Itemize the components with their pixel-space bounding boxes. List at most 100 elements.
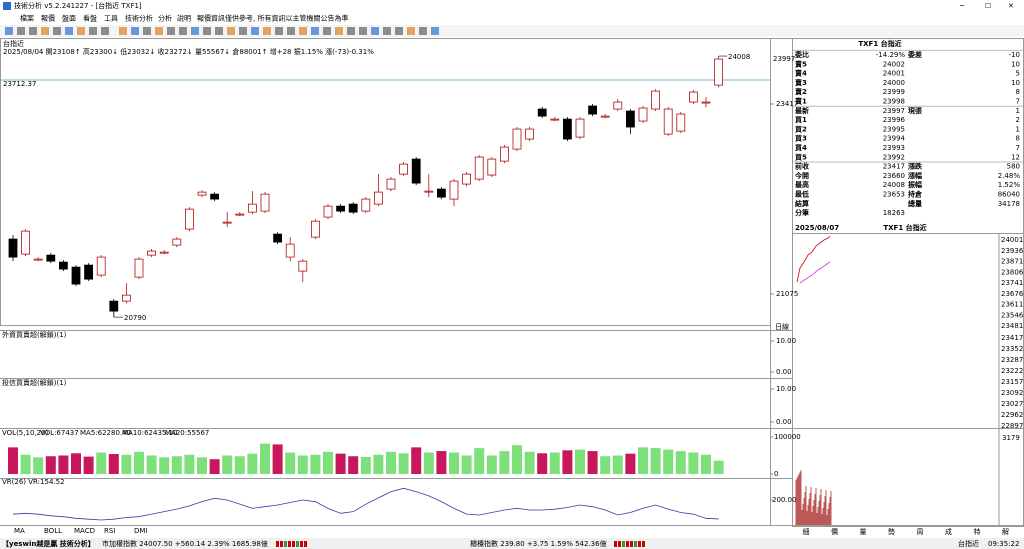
tool-button[interactable]: [323, 27, 331, 35]
menu-item[interactable]: 報價資訊僅供參考, 所有資訊以主管機關公告為準: [197, 14, 348, 23]
detail-tab[interactable]: 成: [945, 527, 952, 536]
candle-body: [310, 220, 320, 238]
menu-item[interactable]: 工具: [104, 15, 118, 23]
tool-button[interactable]: [383, 27, 391, 35]
volume-bar: [8, 447, 18, 474]
tool-button[interactable]: [65, 27, 73, 35]
mini-tick: 23676: [1001, 290, 1024, 298]
tool-button[interactable]: [359, 27, 367, 35]
tool-button[interactable]: [53, 27, 61, 35]
detail-tab[interactable]: 周: [917, 528, 924, 536]
toolbar: [0, 25, 1024, 37]
tool-button[interactable]: [287, 27, 295, 35]
tool-button[interactable]: [29, 27, 37, 35]
tool-button[interactable]: [155, 27, 163, 35]
indicator-tab[interactable]: BOLL: [44, 527, 62, 535]
tool-button[interactable]: [179, 27, 187, 35]
detail-tab[interactable]: 特: [974, 527, 981, 536]
menu-item[interactable]: 盤面: [62, 14, 76, 23]
mini-tick: 24001: [1001, 236, 1023, 244]
volume-bar: [575, 449, 585, 474]
volume-bar: [474, 448, 485, 474]
candle-body: [33, 258, 43, 261]
quote-label: 賣5: [794, 59, 807, 68]
close[interactable]: ✕: [1008, 2, 1014, 10]
volume-bar: [58, 455, 69, 474]
tool-button[interactable]: [215, 27, 223, 35]
minimize[interactable]: ─: [959, 2, 965, 10]
tool-button[interactable]: [347, 27, 355, 35]
detail-tab[interactable]: 細: [803, 527, 810, 536]
y-tick-label: 0: [774, 470, 778, 478]
menu-item[interactable]: 檔案: [20, 14, 34, 23]
menu-item[interactable]: 技術分析: [125, 14, 153, 23]
indicator-tab[interactable]: RSI: [104, 527, 115, 535]
quote-value: 23994: [883, 135, 906, 143]
status-index: 櫃檯指數 239.80 +3.75 1.59% 542.36億: [470, 539, 607, 548]
tool-button[interactable]: [191, 27, 199, 35]
tool-button[interactable]: [371, 27, 379, 35]
candle-body: [361, 198, 371, 212]
quote-qty: 580: [1007, 163, 1020, 171]
volume-bar: [71, 453, 81, 474]
volume-bar: [373, 454, 384, 474]
tool-button[interactable]: [431, 27, 439, 35]
tool-button[interactable]: [335, 27, 343, 35]
volume-bar: [209, 459, 220, 474]
volume-bar: [449, 452, 459, 474]
tool-button[interactable]: [275, 27, 283, 35]
tool-button[interactable]: [101, 27, 109, 35]
indicator-tab[interactable]: MA: [14, 527, 25, 535]
tool-button[interactable]: [407, 27, 415, 35]
tool-button[interactable]: [227, 27, 235, 35]
tool-button[interactable]: [395, 27, 403, 35]
candle-body: [462, 173, 472, 185]
mini-tick: 23417: [1001, 334, 1023, 342]
tool-button[interactable]: [131, 27, 139, 35]
maximize[interactable]: ☐: [985, 2, 991, 10]
tool-button[interactable]: [419, 27, 427, 35]
quote-value: 24008: [883, 181, 905, 189]
detail-tab[interactable]: 價: [831, 527, 838, 536]
tool-button[interactable]: [41, 27, 49, 35]
volume-bar: [247, 453, 258, 474]
tool-button[interactable]: [299, 27, 307, 35]
volume-bar: [159, 457, 170, 474]
tool-button[interactable]: [17, 27, 25, 35]
quote-qty: 7: [1016, 144, 1020, 152]
detail-tab[interactable]: 量: [860, 528, 867, 536]
tool-button[interactable]: [167, 27, 175, 35]
tool-button[interactable]: [119, 27, 127, 35]
tool-button[interactable]: [77, 27, 85, 35]
tool-button[interactable]: [251, 27, 259, 35]
volume-bar: [600, 456, 611, 474]
indicator-tab[interactable]: MACD: [74, 527, 95, 535]
tool-button[interactable]: [263, 27, 271, 35]
status-bar-mark: [288, 541, 291, 547]
tool-button[interactable]: [5, 27, 13, 35]
indicator-tab[interactable]: DMI: [134, 527, 148, 535]
candle-body: [298, 260, 308, 272]
tool-button[interactable]: [203, 27, 211, 35]
tool-button[interactable]: [89, 27, 97, 35]
tool-button[interactable]: [143, 27, 151, 35]
detail-tab[interactable]: 勢: [888, 527, 895, 536]
menu-item[interactable]: 分析: [158, 14, 172, 23]
menu-item[interactable]: 說明: [177, 14, 191, 23]
candle-body: [600, 115, 610, 118]
tool-button[interactable]: [239, 27, 247, 35]
detail-tab[interactable]: 解: [1002, 527, 1009, 536]
quote-value: 23417: [883, 163, 905, 171]
mini-tick: 22962: [1001, 411, 1023, 419]
candle-body: [84, 264, 93, 280]
candle-body: [373, 191, 383, 205]
volume-bar: [650, 448, 661, 474]
tool-button[interactable]: [311, 27, 319, 35]
status-bar-mark: [614, 541, 617, 547]
candle-body: [323, 205, 333, 218]
menu-item[interactable]: 看盤: [83, 14, 97, 23]
window-title: 技術分析 v5.2.241227 - [台指近 TXF1]: [14, 1, 142, 10]
menu-item[interactable]: 報價: [41, 14, 55, 23]
panel-title: VR(26) VR:154.52: [2, 478, 65, 486]
quote-value: 24000: [883, 79, 905, 87]
